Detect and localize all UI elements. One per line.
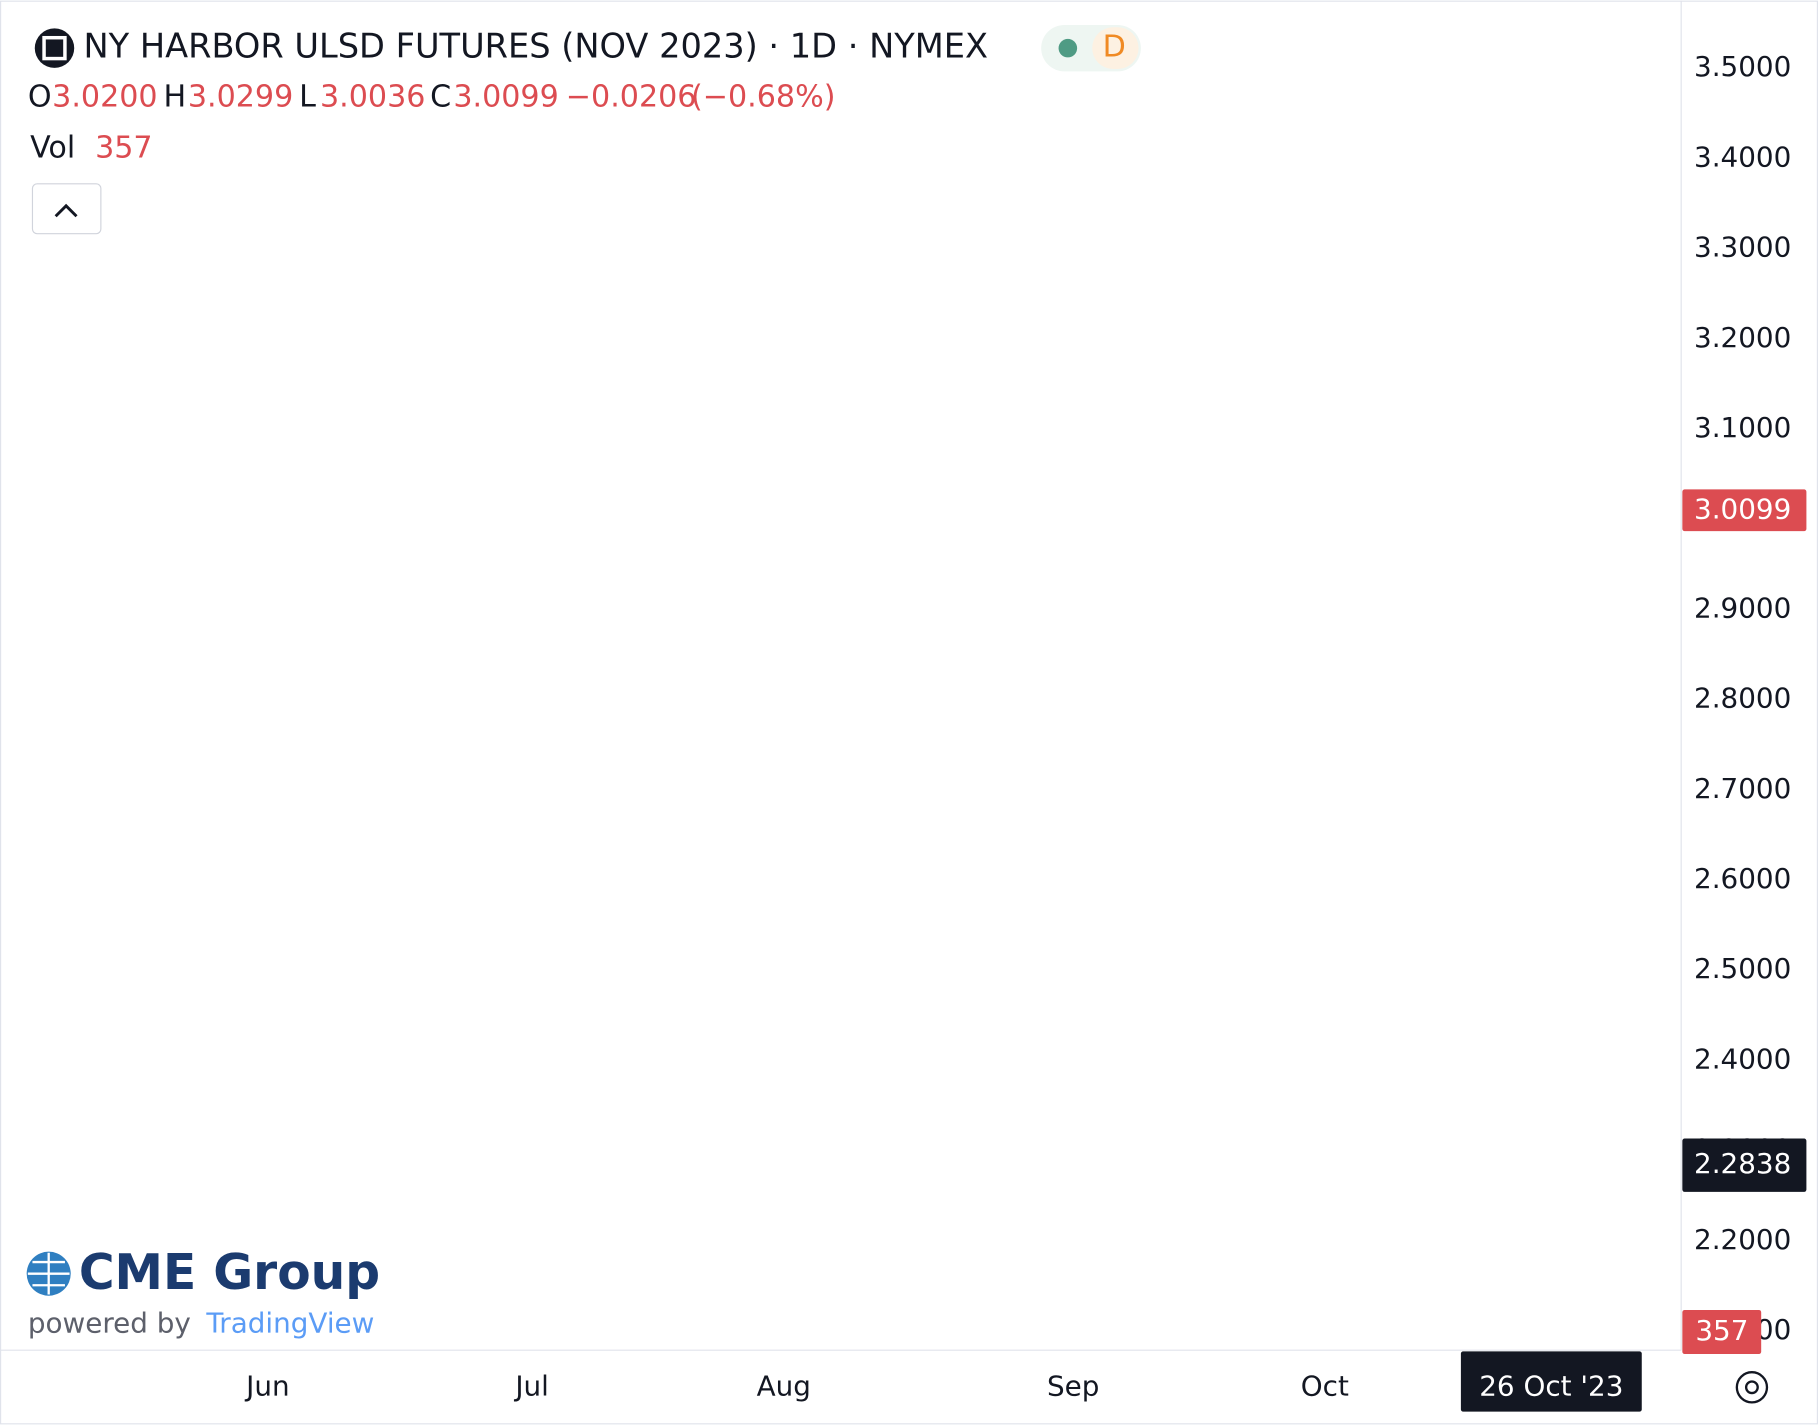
- legend-open: 3.0200: [52, 79, 157, 114]
- status-dot: [1058, 38, 1078, 58]
- last-price-label: 3.0099: [1694, 492, 1791, 525]
- last-price-tag: [1682, 489, 1807, 532]
- symbol-icon: [34, 28, 75, 68]
- volume-tag-label: 357: [1695, 1314, 1748, 1347]
- legend-low-label: L: [299, 79, 316, 114]
- settings-icon-center: [1744, 1380, 1759, 1395]
- interval-badge-bg: [1092, 27, 1139, 70]
- y-tick-label: 3.3000: [1694, 231, 1791, 264]
- y-tick-label: 2.6000: [1694, 862, 1791, 895]
- legend-high: 3.0299: [188, 79, 293, 114]
- crosshair-date-tag: [1460, 1351, 1642, 1412]
- y-tick-label: 2.4000: [1694, 1042, 1791, 1075]
- chart-title: NY HARBOR ULSD FUTURES (NOV 2023) · 1D ·…: [83, 27, 988, 66]
- x-tick-label: Jul: [513, 1369, 549, 1402]
- y-tick-label: 2.8000: [1694, 682, 1791, 715]
- brand-platform: TradingView: [205, 1307, 374, 1340]
- legend-change-pct: (−0.68%): [691, 79, 835, 114]
- legend-close: 3.0099: [453, 79, 558, 114]
- crosshair-price-tag: [1682, 1138, 1807, 1192]
- legend-change: −0.0206: [566, 79, 697, 114]
- x-tick-label: Oct: [1301, 1369, 1349, 1402]
- y-tick-label: 3.5000: [1694, 50, 1791, 83]
- legend-high-label: H: [163, 79, 186, 114]
- crosshair-date-label: 26 Oct '23: [1479, 1369, 1623, 1402]
- x-tick-label: Jun: [244, 1369, 289, 1402]
- y-tick-label: 3.1000: [1694, 411, 1791, 444]
- collapse-icon: [54, 203, 78, 218]
- y-tick-label: 3.4000: [1694, 140, 1791, 173]
- legend-volume-label: Vol: [30, 131, 75, 166]
- legend-volume: 357: [95, 131, 152, 166]
- legend-close-label: C: [430, 79, 451, 114]
- y-tick-label: 2.5000: [1694, 952, 1791, 985]
- logo-globe-lines: [27, 1252, 70, 1295]
- crosshair-price-label: 2.2838: [1694, 1147, 1791, 1180]
- interval-badge: D: [1103, 30, 1126, 65]
- symbol-icon-glyph: [42, 35, 67, 61]
- volume-tag: [1682, 1309, 1762, 1355]
- y-tick-label: 2.2000: [1694, 1223, 1791, 1256]
- legend-open-label: O: [28, 79, 52, 114]
- settings-icon[interactable]: [1735, 1371, 1769, 1404]
- y-tick-label: 2.7000: [1694, 772, 1791, 805]
- x-tick-label: Sep: [1047, 1369, 1099, 1402]
- legend-low: 3.0036: [320, 79, 425, 114]
- y-tick-label: 2.9000: [1694, 591, 1791, 624]
- brand-powered-by: powered by: [28, 1307, 191, 1340]
- y-tick-label: 3.2000: [1694, 321, 1791, 354]
- brand-logo: CME Group: [79, 1245, 380, 1301]
- collapse-button[interactable]: [31, 183, 102, 235]
- x-tick-label: Aug: [757, 1369, 811, 1402]
